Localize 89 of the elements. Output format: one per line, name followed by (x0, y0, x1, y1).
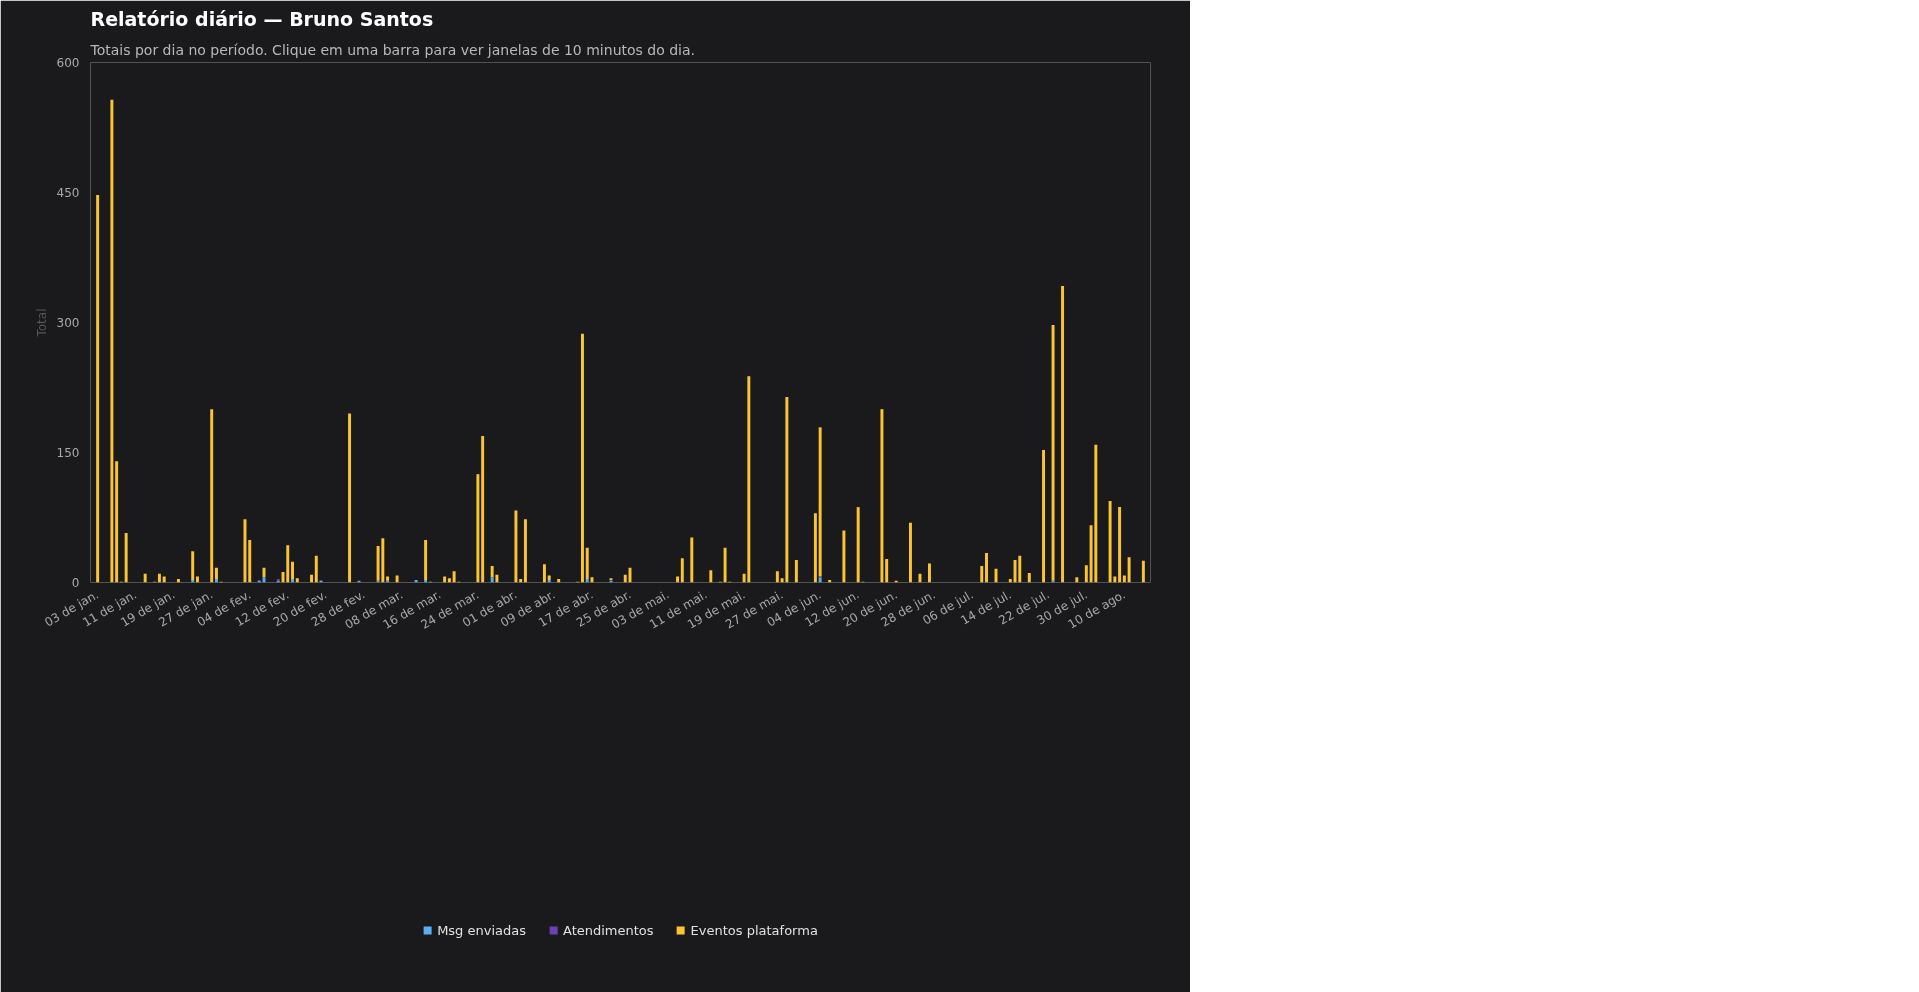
bar (424, 540, 428, 580)
bar (157, 573, 161, 583)
bar (481, 436, 485, 583)
bar (1075, 577, 1079, 583)
bar (676, 576, 680, 583)
bar (690, 537, 694, 583)
bar (443, 576, 447, 583)
bar (291, 579, 294, 583)
bar (348, 413, 352, 583)
bar (1027, 572, 1031, 583)
bar (490, 577, 494, 583)
bar (395, 575, 399, 583)
bar (585, 579, 589, 583)
bar (124, 533, 128, 583)
bar (918, 573, 922, 583)
bar (476, 474, 480, 583)
bar (1008, 579, 1012, 583)
bar (880, 409, 884, 583)
bar (1094, 444, 1098, 583)
chart-subtitle: Totais por dia no período. Clique em uma barra para ver janelas de 10 minutos do dia. (89, 41, 696, 58)
bar (709, 570, 713, 583)
bar (214, 567, 218, 580)
legend-label: Atendimentos (563, 922, 654, 938)
bar (680, 558, 684, 583)
bar (1118, 507, 1122, 583)
bar (210, 409, 214, 583)
bar (818, 577, 822, 583)
y-tick-label: 450 (56, 186, 80, 200)
bar (295, 578, 299, 583)
bar (785, 397, 789, 583)
bar (1042, 449, 1046, 583)
bar (623, 574, 627, 583)
bar (1013, 559, 1017, 583)
bar (1084, 565, 1088, 583)
legend-label: Msg enviadas (437, 922, 526, 938)
bar (519, 579, 523, 583)
bar (794, 559, 798, 583)
bar (162, 576, 166, 583)
bar (928, 563, 931, 583)
bar (110, 99, 114, 583)
bar (547, 575, 551, 580)
bar (585, 547, 589, 580)
bar (723, 547, 727, 583)
bar (452, 571, 456, 583)
bar (908, 522, 912, 583)
y-tick-label: 600 (56, 56, 80, 70)
bar (176, 579, 180, 583)
chart-title: Relatório diário — Bruno Santos (90, 7, 434, 30)
bar (381, 538, 385, 583)
bar (115, 461, 119, 583)
bar (447, 578, 451, 583)
bar (885, 559, 889, 583)
y-tick-label: 150 (56, 446, 80, 460)
bar (813, 513, 817, 583)
y-tick-label: 0 (71, 576, 80, 590)
bar (514, 510, 518, 583)
bar (1127, 557, 1131, 583)
bar (775, 571, 779, 583)
bar (96, 195, 100, 583)
bar (1018, 555, 1022, 583)
legend-label: Eventos plataforma (690, 922, 818, 938)
bar (985, 553, 988, 583)
bar (248, 540, 252, 583)
bar (291, 561, 294, 580)
bar (1108, 501, 1112, 583)
bar (214, 579, 218, 583)
bar (195, 576, 199, 583)
bar (1051, 325, 1055, 581)
bar (191, 551, 195, 580)
bar (1141, 560, 1145, 583)
bar (581, 333, 584, 583)
bar (980, 566, 984, 583)
y-axis-title: Total (34, 308, 49, 338)
bar (286, 545, 290, 583)
bar (490, 566, 494, 578)
y-tick-label: 300 (56, 316, 80, 330)
bar (842, 530, 846, 583)
bar (523, 519, 527, 583)
bar (542, 564, 546, 583)
bar (856, 507, 860, 583)
bar (747, 376, 751, 583)
bar (557, 579, 561, 583)
bar (143, 573, 147, 583)
bar (1061, 286, 1065, 583)
bar (314, 555, 318, 583)
bar (1122, 575, 1126, 583)
bar (818, 427, 822, 577)
bar (310, 574, 313, 583)
bar (386, 576, 390, 581)
